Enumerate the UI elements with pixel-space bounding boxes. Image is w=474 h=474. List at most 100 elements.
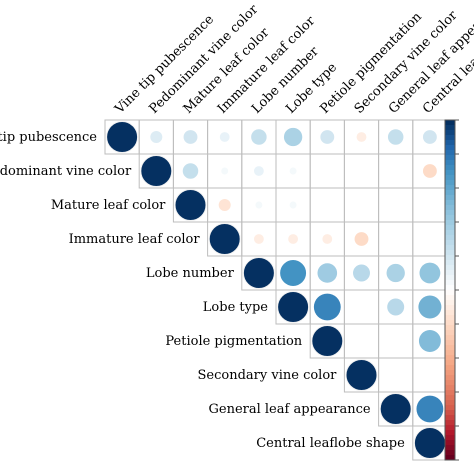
correlation-circle	[345, 359, 378, 391]
colorbar-segment	[445, 250, 455, 256]
circle-layer	[106, 121, 446, 459]
colorbar-segment	[445, 425, 455, 431]
colorbar-segment	[445, 390, 455, 396]
row-label: Predominant vine color	[0, 164, 132, 179]
correlation-circle	[218, 198, 231, 212]
colorbar-segment	[445, 420, 455, 426]
colorbar-segment	[445, 185, 455, 191]
correlation-circle	[182, 163, 199, 179]
colorbar-segment	[445, 290, 455, 296]
colorbar-segment	[445, 325, 455, 331]
colorbar-segment	[445, 190, 455, 196]
colorbar-segment	[445, 285, 455, 291]
grid-cell	[378, 153, 414, 189]
colorbar-segment	[445, 245, 455, 251]
colorbar-segment	[445, 380, 455, 386]
correlation-circle	[255, 201, 263, 209]
row-label: Lobe type	[203, 300, 268, 315]
correlation-circle	[283, 127, 303, 147]
row-label: Lobe number	[146, 266, 235, 281]
correlation-circle	[150, 130, 163, 144]
correlation-circle	[422, 164, 437, 178]
colorbar-segment	[445, 140, 455, 146]
correlation-circle	[418, 295, 442, 319]
colorbar-segment	[445, 180, 455, 186]
grid-cell	[412, 187, 448, 223]
correlation-circle	[280, 260, 307, 286]
grid-cell	[343, 289, 380, 325]
colorbar-segment	[445, 170, 455, 176]
colorbar-segment	[445, 145, 455, 151]
colorbar-segment	[445, 160, 455, 166]
grid-cell	[378, 323, 414, 359]
correlation-circle	[140, 155, 173, 187]
correlation-circle	[251, 129, 267, 145]
colorbar-segment	[445, 410, 455, 416]
colorbar-segment	[445, 335, 455, 341]
colorbar-segment	[445, 405, 455, 411]
correlation-circle	[419, 262, 441, 284]
colorbar-segment	[445, 375, 455, 381]
correlation-circle	[219, 132, 230, 142]
correlation-circle	[242, 257, 275, 289]
correlation-circle	[386, 263, 405, 283]
colorbar-segment	[445, 265, 455, 271]
grid-cell	[412, 357, 448, 393]
correlation-circle	[253, 166, 264, 176]
row-label: Petiole pigmentation	[165, 334, 302, 349]
colorbar-segment	[445, 345, 455, 351]
correlation-circle	[418, 330, 441, 352]
colorbar-segment	[445, 275, 455, 281]
colorbar-segment	[445, 295, 455, 301]
colorbar-segment	[445, 225, 455, 231]
colorbar-segment	[445, 395, 455, 401]
colorbar-segment	[445, 430, 455, 436]
colorbar-segment	[445, 165, 455, 171]
colorbar-segment	[445, 240, 455, 246]
colorbar-segment	[445, 400, 455, 406]
colorbar-segment	[445, 365, 455, 371]
colorbar-segment	[445, 155, 455, 161]
colorbar	[444, 119, 459, 461]
row-label: Secondary vine color	[198, 368, 338, 383]
colorbar-segment	[445, 255, 455, 261]
colorbar-segment	[445, 125, 455, 131]
correlation-circle	[313, 293, 341, 321]
colorbar-segment	[445, 450, 455, 456]
colorbar-segment	[445, 195, 455, 201]
correlation-circle	[208, 223, 241, 255]
correlation-circle	[277, 291, 310, 323]
grid-cell	[309, 153, 345, 189]
colorbar-segment	[445, 385, 455, 391]
colorbar-segment	[445, 280, 455, 286]
colorbar-segment	[445, 150, 455, 156]
grid-cell	[343, 323, 380, 359]
correlation-circle	[174, 189, 207, 221]
grid-cell	[378, 187, 414, 223]
correlation-circle	[221, 167, 229, 175]
grid-cell	[412, 221, 448, 257]
correlation-circle	[253, 234, 264, 244]
correlation-circle	[387, 129, 404, 145]
grid-cell	[343, 153, 380, 189]
row-label: Central leaflobe shape	[256, 436, 405, 451]
row-label: Vine tip pubescence	[0, 130, 97, 145]
colorbar-segment	[445, 340, 455, 346]
correlation-circle	[322, 234, 333, 244]
colorbar-segment	[445, 350, 455, 356]
correlation-circle	[106, 121, 139, 153]
correlation-circle	[353, 264, 370, 282]
colorbar-segment	[445, 435, 455, 441]
row-label: General leaf appearance	[209, 402, 371, 417]
correlation-circle	[183, 130, 198, 144]
correlation-circle	[416, 395, 444, 423]
colorbar-segment	[445, 310, 455, 316]
row-label: Mature leaf color	[51, 198, 166, 213]
colorbar-segment	[445, 235, 455, 241]
correlation-circle	[356, 132, 367, 142]
colorbar-segment	[445, 130, 455, 136]
colorbar-segment	[445, 210, 455, 216]
colorbar-segment	[445, 370, 455, 376]
colorbar-segment	[445, 455, 455, 461]
